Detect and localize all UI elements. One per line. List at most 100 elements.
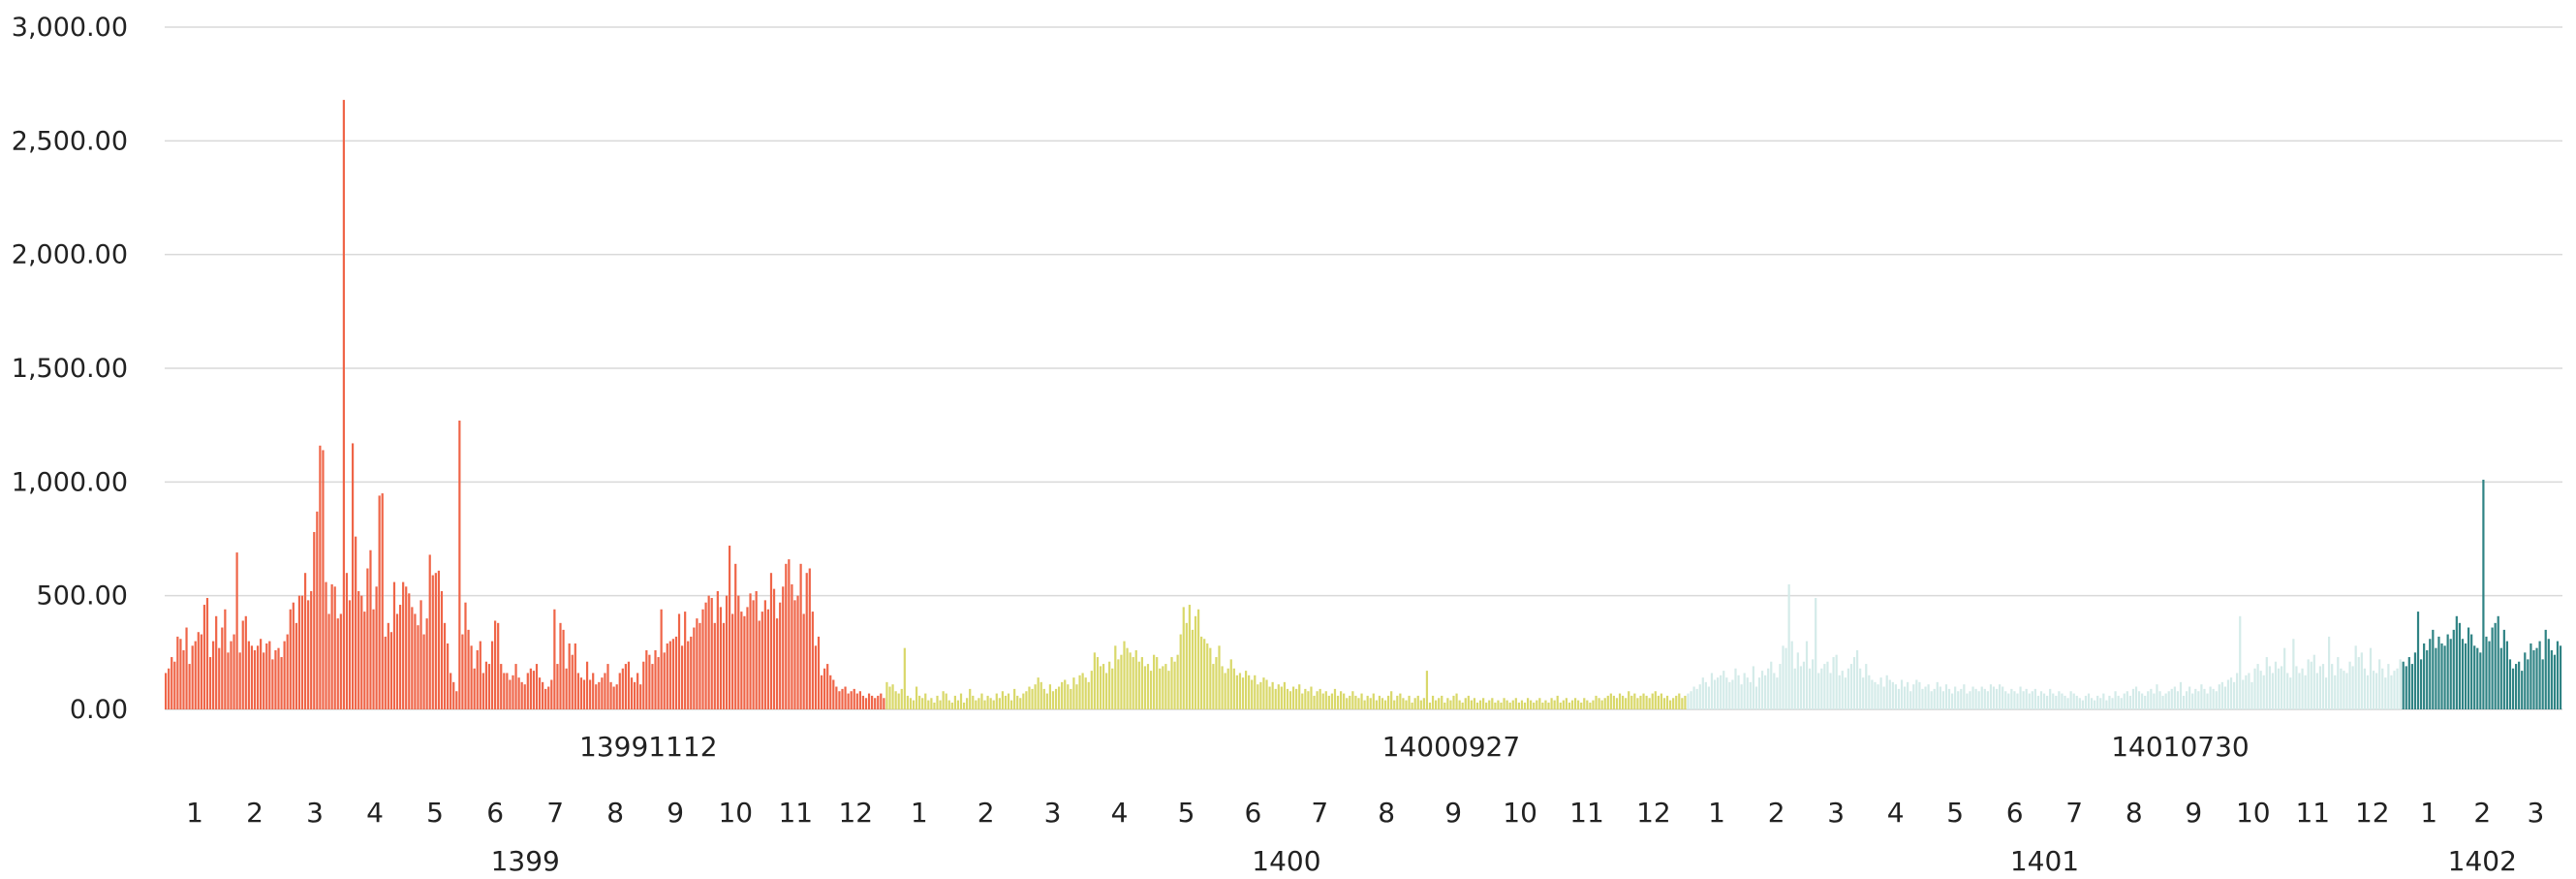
bar <box>1820 668 1823 709</box>
bar <box>333 586 336 709</box>
bar <box>464 602 467 709</box>
bar <box>194 641 197 709</box>
bar <box>1114 645 1117 709</box>
bar <box>1989 684 1993 709</box>
bar <box>1045 693 1048 709</box>
bar <box>755 590 758 709</box>
month-tick-label: 9 <box>2185 797 2202 829</box>
bar <box>2182 695 2186 709</box>
bar <box>2265 657 2268 709</box>
bar <box>1927 684 1930 709</box>
bar <box>1939 686 1941 709</box>
bar <box>666 643 668 709</box>
bar <box>1336 695 1340 709</box>
bar <box>1176 654 1179 709</box>
month-tick-label: 4 <box>1887 797 1905 829</box>
bar <box>630 677 634 709</box>
bar <box>978 698 980 709</box>
month-tick-label: 8 <box>606 797 624 829</box>
bar <box>2131 688 2135 709</box>
bar <box>1491 698 1494 709</box>
bar <box>2114 691 2117 709</box>
bar <box>2304 675 2307 709</box>
month-tick-label: 3 <box>306 797 324 829</box>
bar <box>927 700 930 709</box>
bar <box>734 563 737 709</box>
bar <box>542 681 544 709</box>
bar <box>372 609 375 709</box>
bar <box>2479 652 2482 709</box>
bar <box>208 657 212 709</box>
bar <box>1639 695 1642 709</box>
bar <box>1455 693 1458 709</box>
bar <box>2410 664 2413 709</box>
bar <box>1909 691 1912 709</box>
bar <box>1954 686 1957 709</box>
y-tick-label: 500.00 <box>37 581 128 612</box>
bar <box>1435 700 1438 709</box>
month-tick-label: 11 <box>778 797 813 829</box>
month-tick-label: 9 <box>667 797 684 829</box>
bar <box>1058 686 1061 709</box>
bar <box>1625 698 1628 709</box>
bar <box>221 627 224 709</box>
bar <box>2281 666 2283 709</box>
bar <box>2550 649 2553 709</box>
bar <box>912 700 916 709</box>
bar <box>823 668 826 709</box>
bar <box>1852 657 1856 709</box>
bar <box>1283 681 1287 709</box>
bar <box>2343 671 2345 709</box>
bar <box>2366 675 2370 709</box>
bar <box>1467 695 1470 709</box>
bar <box>1933 688 1936 709</box>
bar <box>428 554 431 709</box>
bar <box>1132 657 1134 709</box>
month-tick-label: 10 <box>718 797 753 829</box>
bar <box>1936 681 1939 709</box>
bar <box>185 627 188 709</box>
bar <box>2277 668 2281 709</box>
bar <box>1992 686 1996 709</box>
bar <box>1707 686 1711 709</box>
bar <box>930 698 933 709</box>
bar <box>814 645 818 709</box>
bar <box>832 679 835 709</box>
bar <box>1108 661 1111 709</box>
bar <box>1553 700 1556 709</box>
bar <box>313 531 316 709</box>
bar <box>253 649 257 709</box>
bar <box>1500 702 1503 709</box>
bar <box>212 641 215 709</box>
bar <box>1070 688 1072 709</box>
bar <box>1743 673 1746 709</box>
bar <box>1378 695 1381 709</box>
bar <box>1799 666 1802 709</box>
bar <box>1530 700 1533 709</box>
bar <box>1428 702 1432 709</box>
year-label: 1399 <box>491 845 560 877</box>
bar <box>2042 693 2046 709</box>
bar <box>1093 652 1096 709</box>
bar <box>582 679 586 709</box>
bar <box>2064 695 2066 709</box>
bar <box>627 661 631 709</box>
month-tick-label: 12 <box>838 797 873 829</box>
bar <box>277 647 280 709</box>
bar <box>847 693 850 709</box>
bar <box>877 695 880 709</box>
bar <box>1277 684 1280 709</box>
bar <box>668 641 671 709</box>
bar <box>2229 677 2233 709</box>
bar <box>2078 698 2081 709</box>
bar <box>972 695 975 709</box>
bar <box>1598 698 1600 709</box>
bar <box>2295 666 2298 709</box>
bar <box>1636 698 1639 709</box>
bar <box>2511 668 2515 709</box>
bar <box>1244 671 1248 709</box>
bar <box>1957 691 1960 709</box>
bar <box>1817 673 1820 709</box>
month-tick-label: 5 <box>426 797 444 829</box>
bar <box>1609 693 1612 709</box>
